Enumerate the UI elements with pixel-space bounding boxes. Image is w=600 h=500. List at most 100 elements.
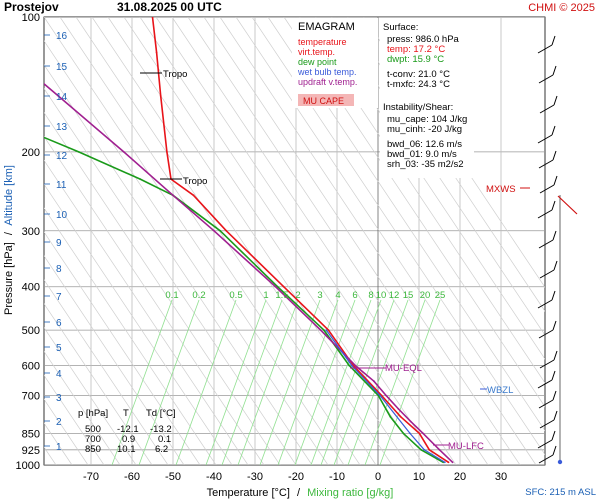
mixing-ratio-lines — [111, 299, 441, 465]
mixing-ratio-label: 12 — [389, 290, 400, 301]
mixing-ratio-line-4 — [277, 299, 339, 465]
dry-adiabat — [44, 303, 153, 465]
mu-cape-label: MU CAPE — [303, 96, 344, 106]
x-axis-label-mixing-ratio: Mixing ratio [g/kg] — [307, 487, 393, 499]
dry-adiabat — [44, 279, 169, 465]
altitude-tick-label: 2 — [56, 417, 62, 428]
series-point — [350, 364, 353, 367]
table-row-500-t: -12.1 — [117, 424, 139, 435]
dry-adiabat — [44, 231, 201, 465]
series-point — [166, 151, 168, 153]
bwd-06-value: bwd_06: 12.6 m/s — [387, 139, 462, 150]
wind-barb-flag — [551, 290, 556, 301]
surface-tmxfc: t-mxfc: 24.3 °C — [387, 79, 450, 90]
wind-surface-marker — [557, 459, 563, 465]
table-row-850-p: 850 — [85, 444, 101, 455]
y-axis-title: Pressure [hPa] / Altitude [km] — [3, 165, 15, 315]
wind-barb-shaft — [537, 209, 553, 219]
wind-barb-shaft — [538, 159, 554, 169]
mixing-ratio-line-15 — [347, 299, 409, 465]
wind-barb-flag — [551, 125, 556, 136]
mixing-ratio-label: 25 — [435, 290, 446, 301]
series-point — [423, 448, 426, 451]
legend-item-updraft: updraft v.temp. — [298, 77, 357, 87]
series-point — [151, 17, 154, 18]
wind-barb-shaft — [537, 134, 553, 144]
mixing-ratio-label: 1.5 — [275, 290, 288, 301]
table-row-700-p: 700 — [85, 434, 101, 445]
datetime-title: 31.08.2025 00 UTC — [117, 0, 222, 14]
mixing-ratio-label: 3 — [317, 290, 322, 301]
series-point — [282, 285, 285, 288]
dry-adiabat — [44, 183, 233, 465]
dry-adiabat — [44, 17, 345, 465]
legend-title: EMAGRAM — [298, 21, 355, 33]
legend: EMAGRAM temperature virt.temp. dew point… — [292, 18, 378, 108]
wind-barb-shaft — [538, 74, 554, 84]
mixing-ratio-line-25 — [379, 299, 441, 465]
bwd-01-value: bwd_01: 9.0 m/s — [387, 149, 457, 160]
legend-item-wet-bulb: wet bulb temp. — [297, 67, 357, 77]
altitude-tick-label: 10 — [56, 210, 68, 221]
series-point — [409, 420, 412, 423]
mixing-ratio-label: 1 — [263, 290, 268, 301]
mixing-ratio-line-10 — [320, 299, 382, 465]
mixing-ratio-label: 15 — [403, 290, 414, 301]
temperature-tick-label: 20 — [454, 471, 466, 483]
mixing-ratio-label: 2 — [295, 290, 300, 301]
station-title: Prostejov — [4, 0, 59, 14]
series-point — [276, 285, 279, 288]
dry-adiabat — [155, 17, 457, 465]
pressure-tick-label: 400 — [22, 282, 40, 294]
instability-title: Instability/Shear: — [383, 102, 453, 113]
altitude-tick-label: 3 — [56, 393, 62, 404]
pressure-tick-label: 600 — [22, 361, 40, 373]
y-axis-label-altitude: Altitude [km] — [3, 165, 15, 226]
wind-barb-flag — [553, 175, 558, 186]
dry-adiabat — [44, 40, 329, 465]
wind-barb-flag — [552, 390, 557, 401]
series-point — [122, 151, 125, 153]
wind-barb-flag — [552, 150, 557, 161]
temperature-tick-label: -50 — [165, 471, 181, 483]
wind-barb-flag — [553, 410, 558, 421]
wind-barb-flag — [551, 370, 556, 381]
series-point — [397, 408, 400, 410]
surface-dwpt: dwpt: 15.9 °C — [387, 54, 444, 65]
dry-adiabat — [44, 374, 105, 465]
series-point — [428, 448, 431, 451]
wind-barb-shaft — [538, 399, 554, 409]
dry-adiabat — [59, 17, 361, 465]
altitude-tick-label: 14 — [56, 92, 68, 103]
pressure-tick-label: 200 — [22, 147, 40, 159]
table-header-t: T — [123, 408, 129, 419]
pressure-tick-label: 925 — [22, 445, 40, 457]
altitude-tick-label: 6 — [56, 318, 62, 329]
pressure-tick-label: 850 — [22, 428, 40, 440]
series-point — [213, 229, 215, 232]
annotations: Tropo Tropo MXWS MU-EQL WBZL MU-LFC SFC:… — [140, 69, 596, 498]
mixing-ratio-line-1.5 — [221, 299, 283, 465]
mu-cape-tag — [298, 94, 354, 106]
pressure-tick-label: 700 — [22, 391, 40, 403]
wind-barb-shaft — [538, 329, 554, 339]
series-point — [323, 329, 325, 331]
table-row-500-p: 500 — [85, 424, 101, 435]
pressure-tick-label: 1000 — [16, 460, 40, 472]
mu-cape-value: mu_cape: 104 J/kg — [387, 114, 467, 125]
dry-adiabat — [171, 17, 473, 465]
dry-adiabat — [44, 326, 137, 465]
wind-barb-flag — [551, 35, 556, 46]
mixing-ratio-line-12 — [333, 299, 395, 465]
wind-barb-shaft — [539, 104, 555, 114]
pressure-tick-label: 100 — [22, 12, 40, 24]
series-point — [155, 51, 158, 54]
series-point — [172, 194, 174, 197]
temperature-tick-label: -70 — [83, 471, 99, 483]
legend-item-temperature: temperature — [298, 37, 347, 47]
srh-03-value: srh_03: -35 m2/s2 — [387, 159, 464, 170]
mixing-ratio-line-0.1 — [111, 299, 173, 465]
altitude-tick-label: 15 — [56, 62, 68, 73]
dry-adiabat — [235, 17, 537, 465]
